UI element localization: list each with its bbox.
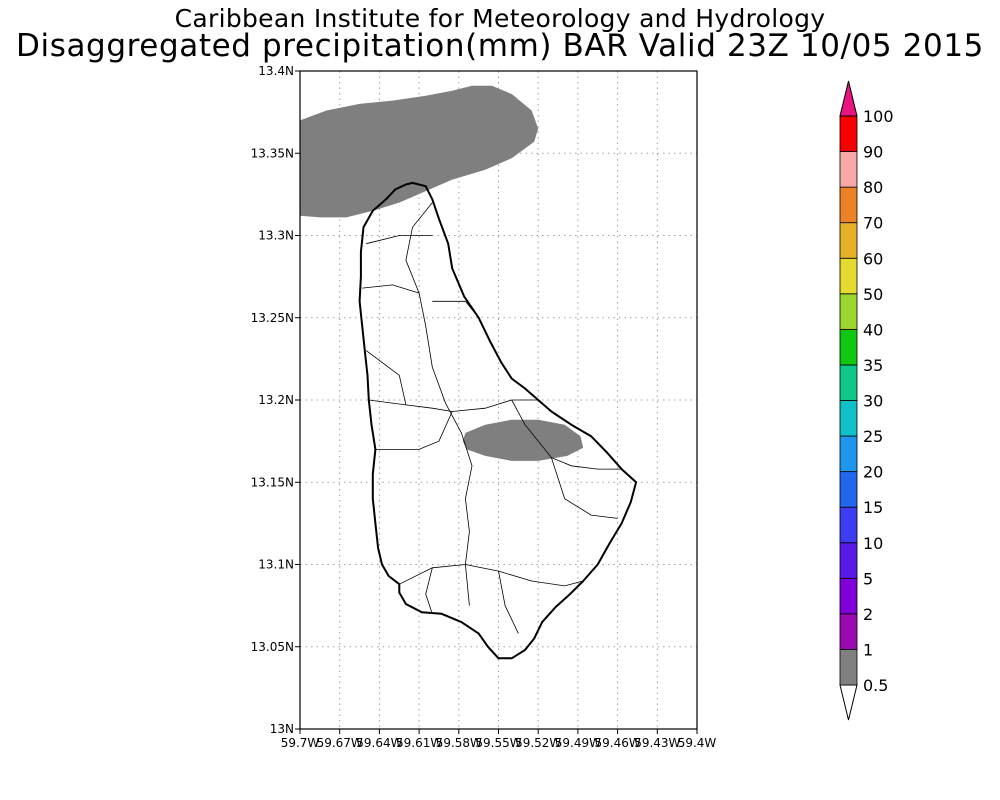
x-tick-label: 59.49W [555,736,601,750]
y-tick-label: 13.4N [258,64,294,78]
x-tick-label: 59.4W [678,736,717,750]
island-coastline [358,181,638,660]
colorbar-label: 100 [863,107,894,126]
y-tick-label: 13.25N [251,311,294,325]
map-title: Caribbean Institute for Meteorology and … [174,4,826,33]
colorbar-swatch [839,257,858,295]
y-tick-label: 13N [270,722,294,736]
watershed-boundary [511,399,622,470]
x-tick-label: 59.58W [436,736,482,750]
colorbar-swatch [839,400,858,437]
colorbar-swatch [839,115,858,152]
colorbar-label: 35 [863,356,883,375]
colorbar-label: 2 [863,605,873,624]
colorbar-label: 0.5 [863,676,888,695]
y-tick-label: 13.3N [258,229,294,243]
watershed-boundary [425,567,433,614]
colorbar-upper-arrow [839,80,858,117]
colorbar-label: 40 [863,320,883,339]
precip-area-east-central-rain [462,419,584,461]
y-tick-label: 13.1N [258,558,294,572]
watershed-boundary [399,564,466,585]
map-subtitle: Disaggregated precipitation(mm) BAR Vali… [16,28,984,64]
x-tick-label: 59.61W [396,736,442,750]
colorbar-label: 15 [863,498,883,517]
colorbar-label: 20 [863,463,883,482]
x-tick-label: 59.46W [594,736,640,750]
watershed-boundary [375,411,453,450]
colorbar-swatch [839,222,858,259]
colorbar-swatch [839,151,858,188]
watershed-boundary [551,457,618,519]
colorbar-label: 70 [863,214,883,233]
colorbar-label: 90 [863,143,883,162]
precipitation-areas [300,85,584,461]
watershed-boundary [362,284,420,294]
y-tick-label: 13.05N [251,640,294,654]
x-tick-label: 59.55W [475,736,521,750]
colorbar-swatch [839,435,858,473]
y-tick-label: 13.35N [251,146,294,160]
watershed-boundary [498,571,519,634]
colorbar-swatch [839,186,858,224]
precip-area-north-coast-rain [300,85,539,218]
watershed-boundary [365,350,407,405]
colorbar-label: 10 [863,534,883,553]
colorbar-swatch [839,542,858,579]
colorbar-label: 80 [863,178,883,197]
watershed-boundary [405,202,462,434]
colorbar-label: 50 [863,285,883,304]
watershed-boundary [465,564,584,587]
colorbar-label: 60 [863,249,883,268]
colorbar-swatch [839,293,858,330]
watershed-boundary [432,300,480,319]
colorbar-label: 25 [863,427,883,446]
x-tick-label: 59.52W [515,736,561,750]
colorbar-swatch [839,328,858,366]
x-tick-label: 59.67W [317,736,363,750]
x-tick-label: 59.64W [356,736,402,750]
watershed-boundary [461,432,473,606]
colorbar-lower-arrow [839,684,858,721]
colorbar-swatch [839,577,858,615]
colorbar-swatch [839,364,858,401]
colorbar-swatch [839,471,858,508]
colorbar-swatch [839,649,858,686]
colorbar-swatch [839,613,858,650]
colorbar-swatch [839,506,858,544]
x-tick-label: 59.7W [281,736,320,750]
colorbar-label: 5 [863,569,873,588]
watershed-boundary [366,235,433,245]
y-tick-label: 13.2N [258,393,294,407]
colorbar-label: 1 [863,640,873,659]
y-tick-label: 13.15N [251,475,294,489]
x-tick-label: 59.43W [634,736,680,750]
map-plot-area: 59.7W59.67W59.64W59.61W59.58W59.55W59.52… [251,64,717,750]
colorbar-label: 30 [863,392,883,411]
